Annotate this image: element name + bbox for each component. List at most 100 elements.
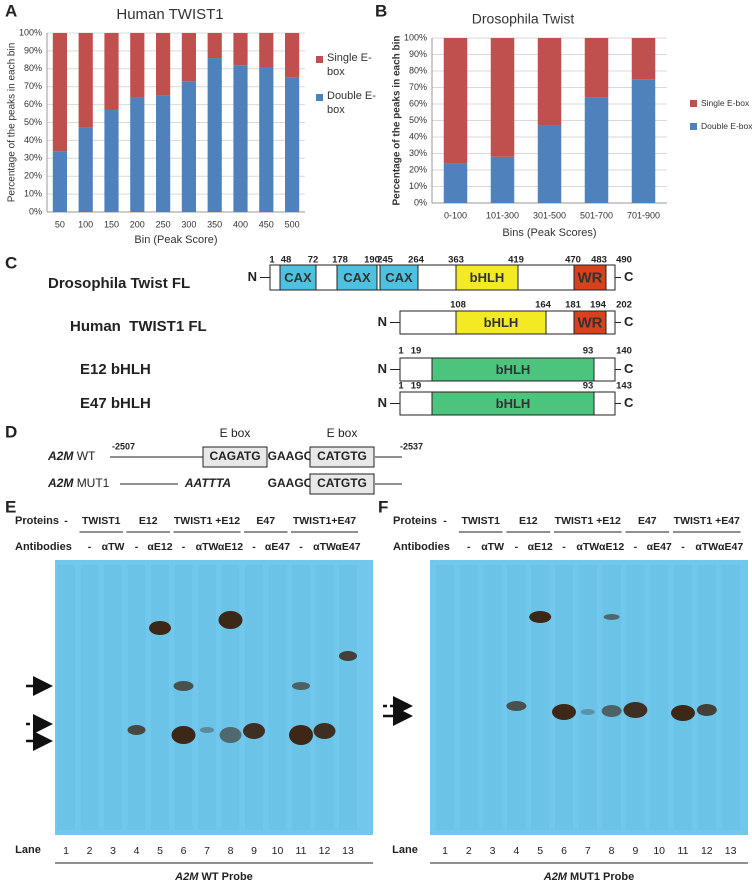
x-tick-label: 50	[55, 219, 65, 229]
n-terminus: N	[378, 361, 387, 376]
gene-name: A2M	[47, 449, 74, 463]
n-terminus: N	[378, 395, 387, 410]
protein-group: E12	[139, 515, 158, 527]
antibody: αE47	[335, 541, 360, 553]
gene-name: A2M	[47, 476, 74, 490]
y-tick-label: 40%	[409, 131, 427, 141]
protein-group: TWIST1 +E47	[674, 515, 740, 527]
bar-segment	[285, 77, 300, 212]
antibody: αTW	[313, 541, 336, 553]
panel-letter: D	[5, 422, 17, 441]
residue-number: 470	[565, 255, 581, 266]
y-tick-label: 20%	[409, 164, 427, 174]
bar-segment	[104, 109, 119, 212]
probe-caption: A2M MUT1 Probe	[543, 871, 634, 883]
band	[313, 723, 336, 739]
sequence: CATGTG	[317, 449, 367, 463]
residue-number: 108	[450, 300, 466, 311]
legend-label: Double E-box	[327, 89, 376, 116]
y-tick-label: 40%	[24, 135, 42, 145]
lane-number: 2	[466, 845, 472, 857]
y-tick-label: 80%	[409, 65, 427, 75]
protein-group: TWIST1+E47	[293, 515, 356, 527]
lane-number: 12	[701, 845, 713, 857]
lane-number: 13	[725, 845, 737, 857]
lane-shade	[127, 565, 146, 830]
legend-swatch	[316, 94, 323, 101]
antibody: -	[88, 541, 92, 553]
legend-label-box: Double E-box	[327, 89, 376, 116]
antibody: -	[634, 541, 638, 553]
sequence: AATTTA	[184, 476, 231, 490]
domain-label: WR	[578, 314, 603, 331]
domain-label: CAX	[284, 270, 312, 285]
row-heading: Lane	[15, 844, 41, 856]
lane-shade	[483, 565, 502, 830]
y-tick-label: 100%	[19, 27, 42, 37]
bar-segment	[537, 125, 562, 203]
lane-shade	[578, 565, 597, 830]
lane-number: 1	[63, 845, 69, 857]
band	[219, 727, 242, 743]
antibody: -	[299, 541, 303, 553]
residue-number: 93	[583, 346, 594, 357]
c-terminus: C	[624, 269, 634, 284]
band	[218, 611, 243, 629]
domain-box	[573, 264, 607, 291]
ebox-box	[309, 446, 375, 468]
panel-letter: F	[378, 497, 388, 516]
sequence: CAGATG	[209, 449, 260, 463]
bar-segment	[181, 81, 196, 212]
lane-shade	[697, 565, 716, 830]
antibody: -	[681, 541, 685, 553]
legend-label-box: Double E-box	[701, 121, 752, 131]
x-axis-title: Bin (Peak Score)	[134, 234, 217, 246]
residue-number: 19	[411, 346, 422, 357]
bar-segment	[52, 33, 67, 152]
antibody: -	[252, 541, 256, 553]
y-tick-label: 90%	[409, 49, 427, 59]
legend-swatch	[316, 56, 323, 63]
lane-shade	[555, 565, 573, 830]
chart-title: Drosophila Twist	[472, 11, 575, 27]
lane-shade	[650, 565, 669, 830]
probe-caption: A2M WT Probe	[174, 871, 253, 883]
ebox-box	[202, 446, 268, 468]
sequence: GAAGC	[268, 449, 313, 463]
residue-number: 202	[616, 300, 632, 311]
lane-number: 10	[272, 845, 284, 857]
lane-number: 6	[561, 845, 567, 857]
lane-number: 2	[87, 845, 93, 857]
protein-group: -	[443, 515, 447, 527]
lane-number: 9	[251, 845, 257, 857]
chart-title: Human TWIST1	[116, 6, 223, 23]
gene-name: A2M	[543, 871, 568, 883]
protein-name: E12 bHLH	[80, 361, 151, 378]
y-tick-label: 90%	[24, 45, 42, 55]
lane-number: 3	[110, 845, 116, 857]
protein-group: E47	[256, 515, 275, 527]
band	[200, 727, 214, 733]
antibody: -	[562, 541, 566, 553]
domain-label: CAX	[343, 270, 371, 285]
y-tick-label: 10%	[24, 188, 42, 198]
antibody: αE47	[647, 541, 672, 553]
y-tick-label: 10%	[409, 181, 427, 191]
legend-label: Single E-box	[701, 97, 750, 108]
y-axis-title: Percentage of the peaks in each bin	[7, 43, 18, 203]
construct-name: A2M MUT1	[47, 476, 110, 490]
lane-number: 12	[319, 845, 331, 857]
lane-number: 8	[609, 845, 615, 857]
antibody: αTW	[576, 541, 599, 553]
bar-segment	[156, 33, 171, 96]
residue-number: 483	[591, 255, 607, 266]
lane-shade	[268, 565, 287, 830]
ebox-label: E box	[220, 426, 251, 440]
construct-name: A2M WT	[47, 449, 96, 463]
lane-shade	[339, 565, 357, 830]
lane-shade	[80, 565, 99, 830]
band	[671, 705, 695, 721]
lane-shade	[315, 565, 334, 830]
residue-number: 140	[616, 346, 632, 357]
band	[696, 704, 717, 716]
